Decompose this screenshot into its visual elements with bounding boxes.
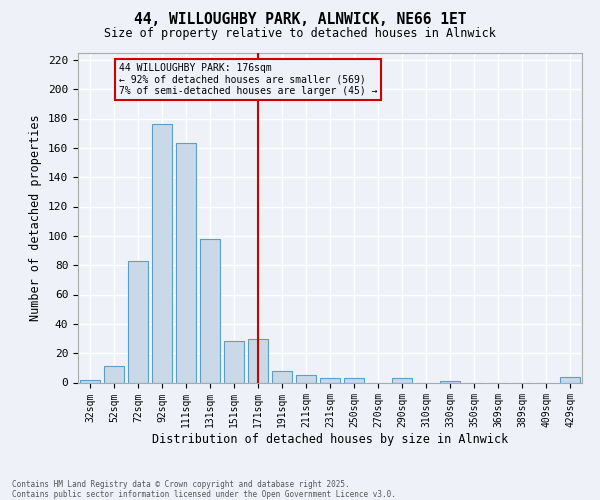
Bar [152, 124, 172, 382]
Text: 44, WILLOUGHBY PARK, ALNWICK, NE66 1ET: 44, WILLOUGHBY PARK, ALNWICK, NE66 1ET [134, 12, 466, 28]
Bar [104, 366, 124, 382]
Bar [176, 144, 196, 382]
Bar [344, 378, 364, 382]
Bar [80, 380, 100, 382]
Bar [296, 375, 316, 382]
Y-axis label: Number of detached properties: Number of detached properties [29, 114, 43, 321]
Text: 44 WILLOUGHBY PARK: 176sqm
← 92% of detached houses are smaller (569)
7% of semi: 44 WILLOUGHBY PARK: 176sqm ← 92% of deta… [119, 63, 377, 96]
Bar [320, 378, 340, 382]
Text: Size of property relative to detached houses in Alnwick: Size of property relative to detached ho… [104, 28, 496, 40]
Bar [248, 338, 268, 382]
Text: Contains HM Land Registry data © Crown copyright and database right 2025.
Contai: Contains HM Land Registry data © Crown c… [12, 480, 396, 499]
Bar [224, 342, 244, 382]
Bar [392, 378, 412, 382]
Bar [560, 376, 580, 382]
Bar [272, 371, 292, 382]
Bar [440, 381, 460, 382]
Bar [200, 239, 220, 382]
X-axis label: Distribution of detached houses by size in Alnwick: Distribution of detached houses by size … [152, 433, 508, 446]
Bar [128, 261, 148, 382]
